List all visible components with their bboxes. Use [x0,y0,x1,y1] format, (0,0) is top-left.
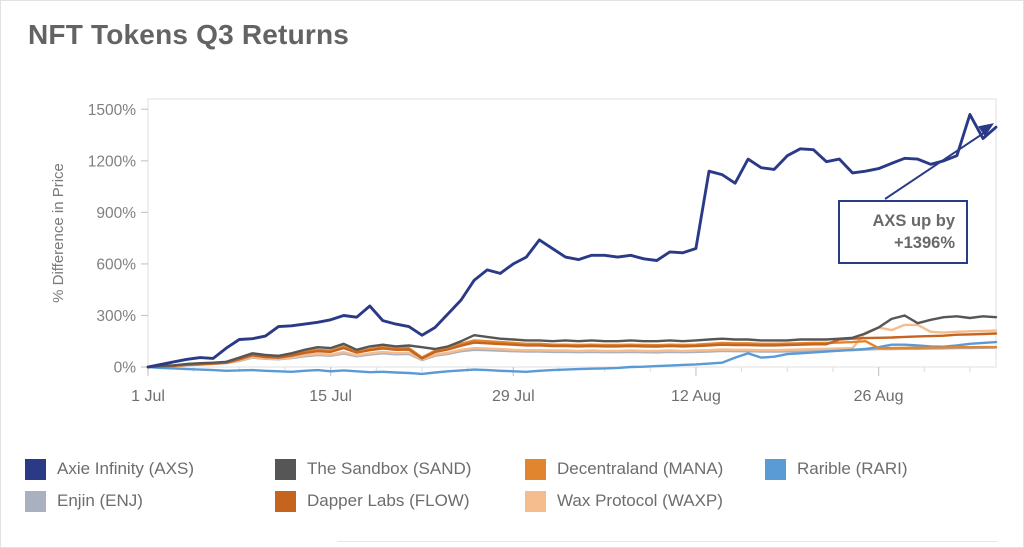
page-title: NFT Tokens Q3 Returns [28,19,350,50]
y-tick-label: 900% [96,205,136,222]
legend-swatch-icon [275,458,296,480]
legend-label: Enjin (ENJ) [57,491,143,510]
legend-label: Wax Protocol (WAXP) [557,491,723,510]
series-line-the-sandbox-sand [146,314,998,369]
legend-item[interactable]: The Sandbox (SAND) [275,453,525,485]
x-tick-label: 15 Jul [309,388,352,405]
legend-item[interactable]: Enjin (ENJ) [25,485,275,517]
y-tick-label: 600% [96,256,136,273]
series-line-wax-protocol-waxp [146,323,998,369]
line-chart: 0% 300% 600% 900% 1200% 1500% % Difference in … [50,98,998,405]
annotation-box [838,200,968,264]
legend-label: The Sandbox (SAND) [307,459,472,478]
annotation-line-2: +1396% [894,234,955,252]
legend-item[interactable]: Dapper Labs (FLOW) [275,485,525,517]
legend-item[interactable]: Decentraland (MANA) [525,453,765,485]
y-tick-label: 0% [114,360,137,377]
chart-legend: Axie Infinity (AXS) The Sandbox (SAND) Dec… [25,453,985,517]
legend-swatch-icon [525,458,546,480]
series-line-rarible-rari [146,340,998,376]
y-tick-label: 1500% [88,102,136,119]
x-tick-label: 26 Aug [854,388,904,405]
x-tick-label: 29 Jul [492,388,535,405]
plot-area-container: 0% 300% 600% 900% 1200% 1500% % Difference in … [1,89,1024,419]
x-tick-label: 12 Aug [671,388,721,405]
series-line-dapper-labs-flow [146,332,998,369]
legend-item[interactable]: Rarible (RARI) [765,453,965,485]
y-tick-label: 300% [96,308,136,325]
legend-item[interactable]: Axie Infinity (AXS) [25,453,275,485]
footer-divider [337,541,997,542]
legend-swatch-icon [765,458,786,480]
legend-label: Axie Infinity (AXS) [57,459,194,478]
y-tick-label: 1200% [88,153,136,170]
legend-label: Dapper Labs (FLOW) [307,491,470,510]
annotation-line-1: AXS up by [872,212,955,230]
legend-swatch-icon [25,458,46,480]
legend-swatch-icon [275,490,296,512]
legend-label: Decentraland (MANA) [557,459,724,478]
legend-swatch-icon [25,490,46,512]
y-axis-title: % Difference in Price [50,163,67,303]
legend-label: Rarible (RARI) [797,459,908,478]
legend-swatch-icon [525,490,546,512]
annotation-arrow-line [884,129,989,200]
x-tick-label: 1 Jul [131,388,165,405]
annotation-arrow-head [978,123,994,137]
series-line-axie-infinity-axs [146,113,998,369]
legend-item[interactable]: Wax Protocol (WAXP) [525,485,765,517]
